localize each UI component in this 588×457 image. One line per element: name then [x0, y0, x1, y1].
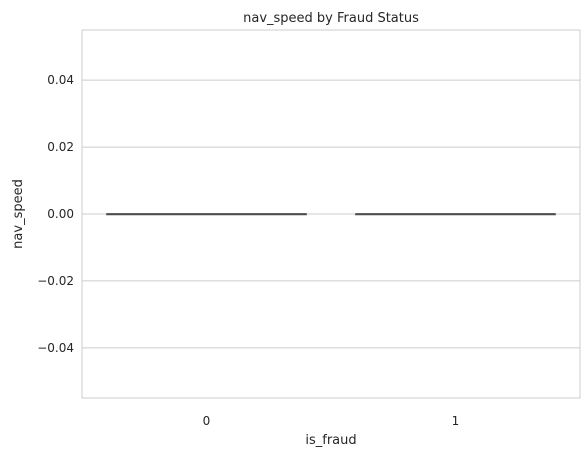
box-1 — [355, 213, 556, 216]
x-tick-label: 1 — [452, 414, 460, 428]
y-axis-title: nav_speed — [11, 179, 26, 249]
x-tick-label: 0 — [203, 414, 211, 428]
boxes — [106, 213, 556, 216]
chart-title: nav_speed by Fraud Status — [243, 11, 419, 26]
y-tick-label: 0.04 — [47, 73, 74, 87]
y-tick-label: −0.04 — [37, 341, 74, 355]
y-tick-label: −0.02 — [37, 274, 74, 288]
y-tick-label: 0.00 — [47, 207, 74, 221]
y-tick-labels: −0.04 −0.02 0.00 0.02 0.04 — [37, 73, 74, 355]
x-axis-title: is_fraud — [305, 433, 356, 448]
box-0 — [106, 213, 307, 216]
plot-frame — [81, 29, 581, 399]
y-tick-label: 0.02 — [47, 140, 74, 154]
